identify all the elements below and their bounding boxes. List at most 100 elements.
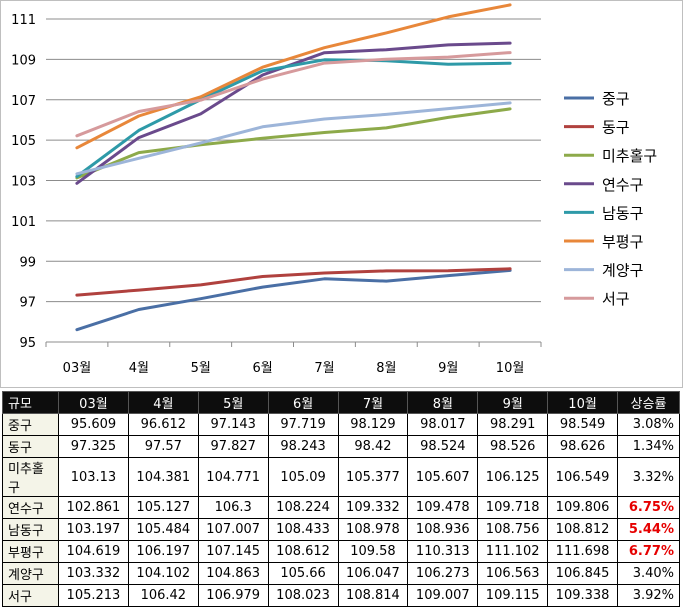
table-cell: 98.129 bbox=[337, 413, 409, 436]
x-tick-label: 5월 bbox=[191, 361, 211, 376]
table-cell: 108.936 bbox=[407, 518, 479, 541]
table-cell: 109.338 bbox=[547, 584, 618, 607]
table-cell: 108.756 bbox=[477, 518, 549, 541]
y-tick-label: 101 bbox=[11, 215, 36, 230]
legend-label: 부평구 bbox=[602, 233, 643, 251]
table-cell: 105.377 bbox=[337, 457, 409, 497]
table-cell: 97.827 bbox=[197, 435, 269, 458]
table-cell: 107.145 bbox=[197, 540, 269, 563]
table-cell: 109.806 bbox=[547, 496, 618, 519]
legend-label: 계양구 bbox=[602, 262, 643, 280]
rate-cell: 5.44% bbox=[617, 518, 680, 541]
table-cell: 95.609 bbox=[58, 413, 129, 436]
table-cell: 98.626 bbox=[547, 435, 618, 458]
legend-label: 남동구 bbox=[602, 204, 643, 222]
table-cell: 108.224 bbox=[267, 496, 339, 519]
table-cell: 98.549 bbox=[547, 413, 618, 436]
header-cell-month: 7월 bbox=[337, 391, 409, 414]
table-cell: 98.42 bbox=[337, 435, 409, 458]
x-tick-label: 10월 bbox=[496, 361, 525, 376]
table-cell: 107.007 bbox=[197, 518, 269, 541]
table-row: 미추홀구 103.13 104.381 104.771 105.09 105.377 105… bbox=[2, 457, 680, 497]
row-label: 미추홀구 bbox=[2, 457, 59, 497]
table-row: 중구 95.609 96.612 97.143 97.719 98.129 98.017 98… bbox=[2, 413, 680, 436]
rate-cell: 3.08% bbox=[617, 413, 680, 436]
table-cell: 106.3 bbox=[197, 496, 269, 519]
y-tick-label: 111 bbox=[11, 13, 36, 28]
legend-label: 연수구 bbox=[602, 176, 643, 194]
table-cell: 108.433 bbox=[267, 518, 339, 541]
table-cell: 109.115 bbox=[477, 584, 549, 607]
row-label: 계양구 bbox=[2, 562, 59, 585]
header-cell-month: 5월 bbox=[197, 391, 269, 414]
y-tick-label: 109 bbox=[11, 53, 36, 68]
table-row: 남동구 103.197 105.484 107.007 108.433 108.978 10… bbox=[2, 518, 680, 541]
legend-label: 중구 bbox=[602, 90, 630, 108]
series-line-2 bbox=[75, 107, 512, 180]
series-line-5 bbox=[75, 3, 512, 150]
x-tick-label: 6월 bbox=[252, 361, 272, 376]
row-label: 연수구 bbox=[2, 496, 59, 519]
table-cell: 105.66 bbox=[267, 562, 339, 585]
row-label: 동구 bbox=[2, 435, 59, 458]
table-cell: 105.484 bbox=[127, 518, 199, 541]
x-tick-label: 03월 bbox=[63, 361, 92, 376]
table-cell: 106.197 bbox=[127, 540, 199, 563]
table-cell: 105.09 bbox=[267, 457, 339, 497]
y-tick-label: 95 bbox=[19, 336, 36, 351]
table-cell: 105.127 bbox=[127, 496, 199, 519]
table-cell: 98.526 bbox=[477, 435, 549, 458]
table-cell: 102.861 bbox=[58, 496, 129, 519]
y-tick-label: 105 bbox=[11, 134, 36, 149]
series-line-7 bbox=[75, 51, 512, 138]
table-cell: 98.524 bbox=[407, 435, 479, 458]
y-tick-label: 107 bbox=[11, 94, 36, 109]
table-row: 동구 97.325 97.57 97.827 98.243 98.42 98.524 98.5… bbox=[2, 435, 680, 458]
table-cell: 108.812 bbox=[547, 518, 618, 541]
line-chart: 95 97 99 101 103 105 107 109 111 03월 4월 5월 6월 7월 8월 9월 1… bbox=[0, 0, 683, 388]
rate-cell: 3.92% bbox=[617, 584, 680, 607]
header-cell-month: 4월 bbox=[127, 391, 199, 414]
table-cell: 104.863 bbox=[197, 562, 269, 585]
y-tick-label: 99 bbox=[19, 255, 36, 270]
table-cell: 109.332 bbox=[337, 496, 409, 519]
table-cell: 98.243 bbox=[267, 435, 339, 458]
series-line-1 bbox=[75, 267, 512, 297]
rate-cell: 6.77% bbox=[617, 540, 680, 563]
legend-label: 서구 bbox=[602, 290, 630, 308]
series-line-4 bbox=[75, 58, 512, 178]
legend-label: 미추홀구 bbox=[602, 147, 657, 165]
table-row: 부평구 104.619 106.197 107.145 108.612 109.58 110… bbox=[2, 540, 680, 563]
table-cell: 109.007 bbox=[407, 584, 479, 607]
table-row: 연수구 102.861 105.127 106.3 108.224 109.332 109.… bbox=[2, 496, 680, 519]
header-cell-month: 8월 bbox=[407, 391, 479, 414]
data-table: 규모 03월 4월 5월 6월 7월 8월 9월 10월 상승률 중구 95.609 96.612 97… bbox=[2, 391, 680, 607]
chart-canvas: 95 97 99 101 103 105 107 109 111 03월 4월 5월 6월 7월 8월 9월 1… bbox=[11, 3, 657, 376]
legend-label: 동구 bbox=[602, 119, 630, 137]
rate-cell: 3.32% bbox=[617, 457, 680, 497]
table-cell: 103.332 bbox=[58, 562, 129, 585]
header-cell-month: 9월 bbox=[477, 391, 549, 414]
row-label: 중구 bbox=[2, 413, 59, 436]
table-cell: 105.607 bbox=[407, 457, 479, 497]
table-cell: 109.58 bbox=[337, 540, 409, 563]
table-cell: 106.979 bbox=[197, 584, 269, 607]
table-cell: 97.57 bbox=[127, 435, 199, 458]
x-tick-label: 8월 bbox=[376, 361, 396, 376]
table-cell: 110.313 bbox=[407, 540, 479, 563]
table-cell: 106.549 bbox=[547, 457, 618, 497]
series-line-0 bbox=[75, 268, 512, 332]
x-tick-label: 9월 bbox=[438, 361, 458, 376]
x-tick-label: 7월 bbox=[314, 361, 334, 376]
row-label: 서구 bbox=[2, 584, 59, 607]
table-header-row: 규모 03월 4월 5월 6월 7월 8월 9월 10월 상승률 bbox=[2, 391, 680, 414]
series-line-6 bbox=[75, 101, 512, 176]
table-cell: 103.197 bbox=[58, 518, 129, 541]
table-cell: 98.291 bbox=[477, 413, 549, 436]
table-cell: 108.023 bbox=[267, 584, 339, 607]
x-tick-label: 4월 bbox=[129, 361, 149, 376]
header-cell-rate: 상승률 bbox=[617, 391, 680, 414]
y-tick-label: 97 bbox=[19, 296, 36, 311]
table-cell: 103.13 bbox=[58, 457, 129, 497]
table-cell: 104.771 bbox=[197, 457, 269, 497]
